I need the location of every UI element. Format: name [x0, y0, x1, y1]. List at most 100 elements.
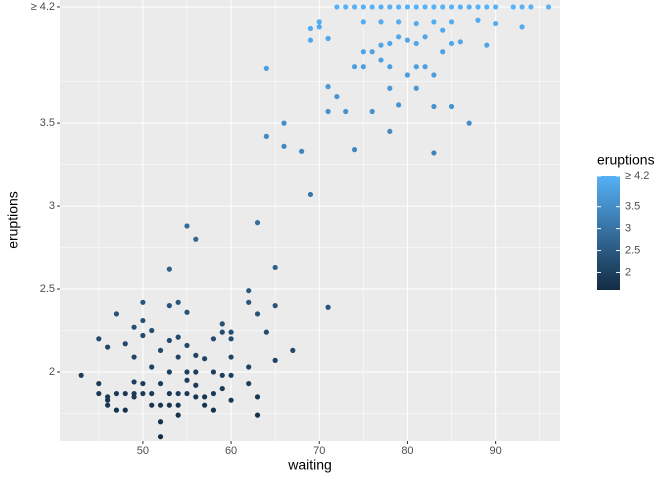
- point: [343, 108, 349, 115]
- point: [475, 17, 481, 23]
- point: [510, 4, 516, 10]
- point: [193, 236, 199, 242]
- point: [519, 24, 525, 30]
- point: [360, 4, 366, 10]
- point: [528, 4, 534, 10]
- point: [334, 93, 340, 100]
- point: [378, 4, 384, 10]
- point: [202, 356, 208, 362]
- point: [396, 102, 402, 108]
- point: [105, 402, 111, 408]
- point: [105, 397, 111, 403]
- point: [219, 385, 225, 392]
- point: [325, 84, 331, 90]
- point: [545, 4, 552, 10]
- point: [246, 380, 252, 387]
- point: [396, 19, 402, 25]
- point: [272, 303, 278, 309]
- point: [431, 72, 437, 78]
- point: [113, 407, 120, 413]
- point: [184, 390, 190, 397]
- point: [184, 369, 190, 375]
- point: [166, 369, 172, 375]
- point: [404, 72, 411, 78]
- point: [184, 223, 190, 229]
- point: [369, 4, 375, 10]
- point: [272, 357, 278, 363]
- point: [360, 49, 366, 55]
- point: [96, 336, 102, 342]
- point: [210, 390, 217, 397]
- point: [263, 65, 269, 71]
- point: [396, 4, 402, 10]
- point: [307, 37, 314, 43]
- point: [254, 311, 261, 317]
- point: [113, 390, 120, 397]
- point: [254, 220, 261, 226]
- point: [140, 380, 146, 387]
- point: [290, 347, 296, 354]
- point: [131, 379, 137, 385]
- x-tick-label: 70: [313, 445, 325, 457]
- point: [202, 394, 208, 400]
- legend-label: ≥ 4.2: [625, 170, 649, 182]
- point: [166, 390, 172, 397]
- point: [325, 304, 331, 310]
- point: [493, 20, 499, 27]
- point: [440, 4, 446, 10]
- legend-label: 3.5: [625, 201, 640, 213]
- point: [228, 372, 234, 378]
- point: [351, 4, 358, 10]
- x-axis-label: waiting: [287, 457, 332, 473]
- legend-title: eruptions: [597, 152, 655, 168]
- point: [175, 412, 181, 418]
- point: [448, 19, 455, 25]
- point: [263, 133, 269, 139]
- point: [202, 402, 208, 408]
- point: [263, 329, 269, 335]
- point: [140, 299, 146, 305]
- point: [448, 4, 455, 10]
- point: [193, 382, 199, 388]
- point: [422, 4, 428, 10]
- point: [431, 150, 437, 156]
- point: [360, 64, 366, 70]
- x-tick-label: 90: [490, 445, 502, 457]
- point: [413, 4, 419, 10]
- point: [378, 19, 384, 25]
- point: [246, 364, 252, 370]
- point: [228, 397, 234, 403]
- point: [457, 4, 463, 10]
- point: [404, 4, 411, 10]
- point: [316, 19, 322, 25]
- point: [166, 266, 172, 272]
- point: [325, 108, 331, 115]
- point: [307, 191, 314, 198]
- point: [307, 25, 314, 32]
- point: [131, 324, 137, 330]
- point: [325, 35, 331, 42]
- y-tick-label: ≥ 4.2: [31, 1, 55, 13]
- x-tick-label: 50: [137, 445, 149, 457]
- point: [140, 317, 146, 324]
- point: [122, 390, 128, 397]
- point: [157, 347, 164, 354]
- point: [484, 42, 490, 48]
- point: [413, 64, 419, 70]
- point: [184, 309, 190, 315]
- point: [131, 354, 137, 360]
- point: [131, 394, 137, 400]
- point: [272, 264, 278, 271]
- point: [413, 20, 419, 27]
- point: [140, 332, 146, 339]
- point: [149, 327, 155, 334]
- point: [193, 369, 199, 375]
- point: [457, 39, 463, 45]
- point: [281, 120, 287, 126]
- legend-label: 2: [625, 266, 631, 278]
- point: [228, 354, 234, 360]
- point: [281, 143, 287, 149]
- point: [387, 64, 393, 70]
- point: [96, 390, 102, 397]
